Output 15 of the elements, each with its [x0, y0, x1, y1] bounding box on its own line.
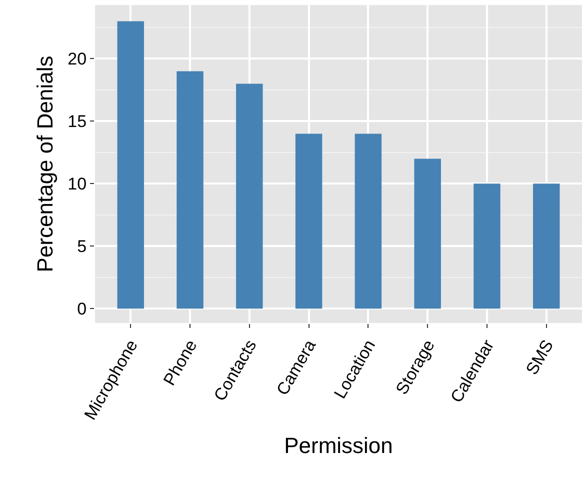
y-tick-label: 20: [68, 50, 87, 69]
bar: [533, 184, 560, 309]
y-tick-label: 15: [68, 112, 87, 132]
bar: [474, 184, 500, 309]
y-tick-label: 10: [68, 174, 87, 194]
y-tick-label: 0: [77, 300, 87, 319]
bar: [414, 158, 441, 309]
bar: [236, 84, 263, 309]
x-axis-title: Permission: [284, 432, 393, 458]
y-tick-label: 5: [77, 237, 87, 256]
y-axis-title: Percentage of Denials: [32, 56, 58, 272]
bar: [117, 21, 144, 309]
bar: [176, 71, 204, 309]
bar: [295, 134, 322, 309]
bar: [354, 134, 382, 309]
